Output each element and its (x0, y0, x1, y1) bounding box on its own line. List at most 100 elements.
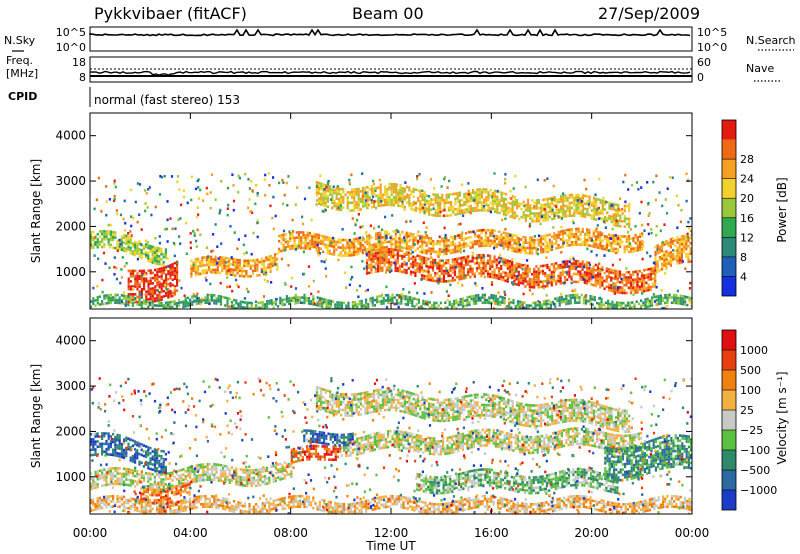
rti-cell (640, 282, 644, 285)
rti-cell (638, 245, 642, 249)
rti-cell (445, 196, 448, 199)
rti-cell (471, 270, 474, 273)
rti-cell (535, 204, 538, 207)
rti-cell (243, 275, 246, 278)
rti-cell (568, 231, 571, 234)
rti-cell (434, 209, 437, 212)
rti-cell (345, 286, 348, 289)
rti-cell (528, 246, 532, 250)
rti-cell (447, 214, 450, 217)
rti-cell (645, 273, 648, 277)
rti-cell (114, 298, 117, 302)
rti-cell (627, 234, 631, 238)
rti-cell (431, 306, 434, 309)
rti-cell (381, 204, 384, 207)
rti-cell (204, 276, 207, 280)
rti-cell (551, 209, 554, 212)
rti-cell (642, 301, 645, 304)
rti-cell (363, 267, 366, 270)
rti-cell (236, 263, 239, 267)
rti-cell (395, 185, 398, 189)
rti-cell (160, 290, 163, 294)
rti-cell (421, 198, 424, 201)
rti-cell (372, 255, 375, 258)
rti-cell (337, 190, 340, 193)
rti-cell (220, 242, 223, 245)
rti-cell (354, 306, 357, 309)
rti-cell (423, 193, 426, 197)
rti-cell (109, 301, 112, 305)
rti-cell (506, 237, 510, 241)
rti-cell (425, 277, 428, 280)
rti-cell (254, 261, 257, 265)
rti-cell (559, 215, 563, 219)
rti-cell (94, 243, 97, 247)
rti-cell (333, 199, 336, 203)
rti-cell (442, 277, 446, 281)
rti-cell (678, 253, 681, 257)
rti-cell (675, 194, 678, 197)
rti-cell (164, 304, 167, 307)
rti-cell (98, 235, 101, 238)
rti-cell (632, 283, 635, 287)
rti-cell (426, 303, 429, 306)
rti-cell (438, 240, 441, 243)
rti-cell (458, 207, 461, 210)
rti-cell (280, 236, 283, 240)
rti-cell (368, 263, 371, 267)
rti-cell (448, 300, 451, 304)
rti-cell (434, 196, 437, 199)
rti-cell (296, 186, 299, 189)
rti-cell (480, 244, 483, 248)
rti-cell (361, 225, 364, 228)
rti-cell (473, 272, 476, 276)
rti-cell (233, 231, 236, 234)
rti-cell (270, 299, 273, 302)
rti-cell (138, 240, 141, 243)
rti-cell (608, 204, 611, 207)
rti-cell (678, 243, 681, 247)
rti-cell (661, 254, 664, 258)
rti-cell (537, 234, 541, 238)
rti-cell (572, 243, 576, 246)
rti-cell (636, 238, 639, 242)
rti-cell (136, 302, 139, 306)
rti-cell (555, 214, 558, 217)
rti-cell (564, 231, 567, 235)
rti-cell (210, 260, 213, 264)
rti-cell (122, 291, 126, 294)
rti-cell (123, 302, 126, 305)
rti-cell (627, 281, 630, 284)
rti-cell (502, 192, 505, 195)
rti-cell (553, 242, 556, 246)
rti-cell (625, 278, 628, 282)
rti-cell (165, 291, 168, 295)
rti-cell (403, 239, 406, 242)
rti-cell (368, 234, 371, 237)
rti-cell (469, 207, 472, 210)
rti-cell (193, 299, 196, 303)
rti-cell (456, 257, 459, 261)
rti-cell (605, 280, 608, 283)
rti-cell (237, 307, 240, 309)
rti-cell (306, 236, 309, 240)
rti-cell (431, 269, 435, 272)
rti-cell (136, 247, 139, 250)
rti-cell (503, 301, 506, 305)
rti-cell (601, 265, 604, 269)
rti-cell (315, 238, 318, 242)
rti-cell (326, 205, 329, 208)
rti-cell (412, 246, 415, 249)
cpid-text: normal (fast stereo) 153 (94, 93, 240, 107)
rti-cell (583, 178, 586, 182)
rti-cell (423, 210, 426, 214)
rti-cell (421, 203, 424, 207)
rti-cell (378, 240, 381, 244)
rti-cell (542, 242, 545, 246)
rti-cell (504, 258, 507, 262)
rti-cell (112, 236, 115, 239)
rti-cell (620, 310, 622, 313)
rti-cell (156, 246, 160, 250)
rti-cell (147, 300, 150, 303)
